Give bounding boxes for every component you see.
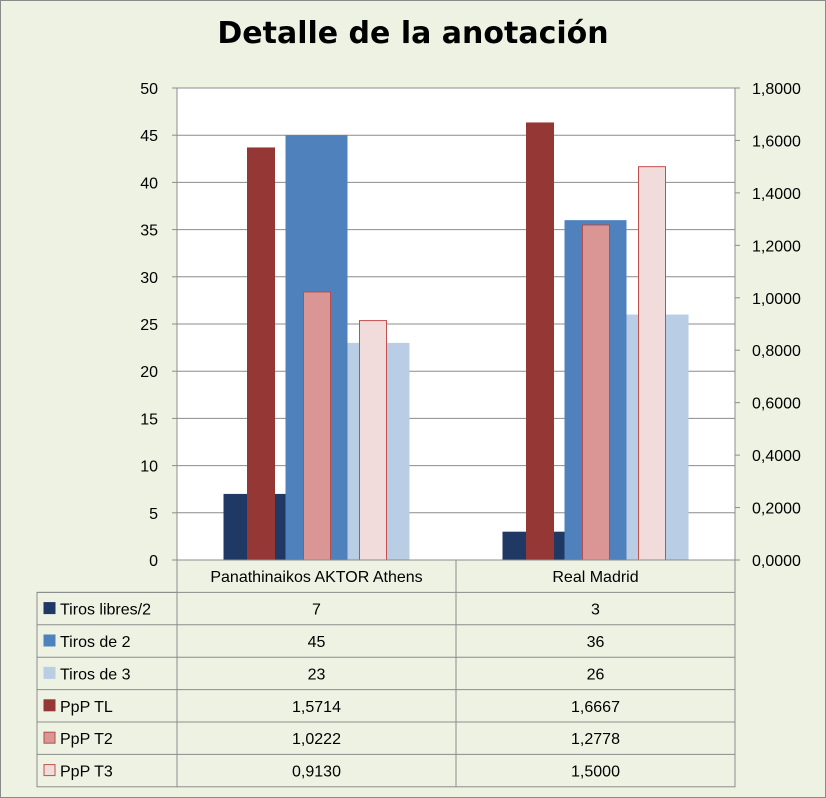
legend-key bbox=[43, 634, 56, 647]
left-tick-label: 35 bbox=[140, 223, 158, 240]
right-tick-label: 1,8000 bbox=[752, 81, 801, 98]
table-value: 23 bbox=[308, 666, 326, 683]
table-value: 36 bbox=[587, 634, 605, 651]
category-label: Real Madrid bbox=[552, 569, 638, 586]
right-tick-label: 1,6000 bbox=[752, 133, 801, 150]
table-value: 1,2778 bbox=[571, 731, 620, 748]
left-tick-label: 40 bbox=[140, 175, 158, 192]
table-value: 1,5714 bbox=[292, 699, 341, 716]
right-tick-label: 0,4000 bbox=[752, 448, 801, 465]
right-tick-label: 1,2000 bbox=[752, 238, 801, 255]
left-tick-label: 5 bbox=[149, 506, 158, 523]
table-value: 1,6667 bbox=[571, 699, 620, 716]
bar-ppp-t3 bbox=[638, 166, 666, 561]
right-tick-label: 1,0000 bbox=[752, 291, 801, 308]
right-tick-label: 0,2000 bbox=[752, 501, 801, 518]
left-tick-label: 25 bbox=[140, 317, 158, 334]
legend-label: Tiros de 3 bbox=[60, 666, 131, 683]
table-value: 3 bbox=[591, 602, 600, 619]
legend-label: PpP T2 bbox=[60, 731, 113, 748]
table-value: 1,5000 bbox=[571, 764, 620, 781]
left-tick-label: 10 bbox=[140, 459, 158, 476]
left-tick-label: 50 bbox=[140, 81, 158, 98]
legend-key bbox=[43, 731, 56, 744]
bar-ppp-t2 bbox=[582, 224, 610, 561]
category-label: Panathinaikos AKTOR Athens bbox=[210, 569, 422, 586]
left-tick-label: 15 bbox=[140, 411, 158, 428]
left-tick-label: 45 bbox=[140, 128, 158, 145]
right-tick-label: 0,6000 bbox=[752, 396, 801, 413]
table-value: 1,0222 bbox=[292, 731, 341, 748]
bar-ppp-t2 bbox=[303, 291, 331, 561]
left-tick-label: 30 bbox=[140, 270, 158, 287]
bar-ppp-tl bbox=[526, 122, 554, 561]
right-tick-label: 1,4000 bbox=[752, 186, 801, 203]
legend-key bbox=[43, 699, 56, 712]
left-tick-label: 20 bbox=[140, 364, 158, 381]
table-value: 0,9130 bbox=[292, 764, 341, 781]
legend-label: Tiros de 2 bbox=[60, 634, 131, 651]
bar-ppp-t3 bbox=[359, 320, 387, 561]
legend-key bbox=[43, 666, 56, 679]
right-tick-label: 0,8000 bbox=[752, 343, 801, 360]
left-tick-label: 0 bbox=[149, 553, 158, 570]
legend-label: PpP TL bbox=[60, 699, 113, 716]
table-value: 45 bbox=[308, 634, 326, 651]
right-tick-label: 0,0000 bbox=[752, 553, 801, 570]
bar-ppp-tl bbox=[247, 147, 275, 561]
table-value: 7 bbox=[312, 602, 321, 619]
table-value: 26 bbox=[587, 666, 605, 683]
legend-label: PpP T3 bbox=[60, 764, 113, 781]
chart-title: Detalle de la anotación bbox=[217, 16, 609, 51]
legend-key bbox=[43, 602, 56, 615]
legend-key bbox=[43, 764, 56, 777]
legend-label: Tiros libres/2 bbox=[60, 602, 151, 619]
